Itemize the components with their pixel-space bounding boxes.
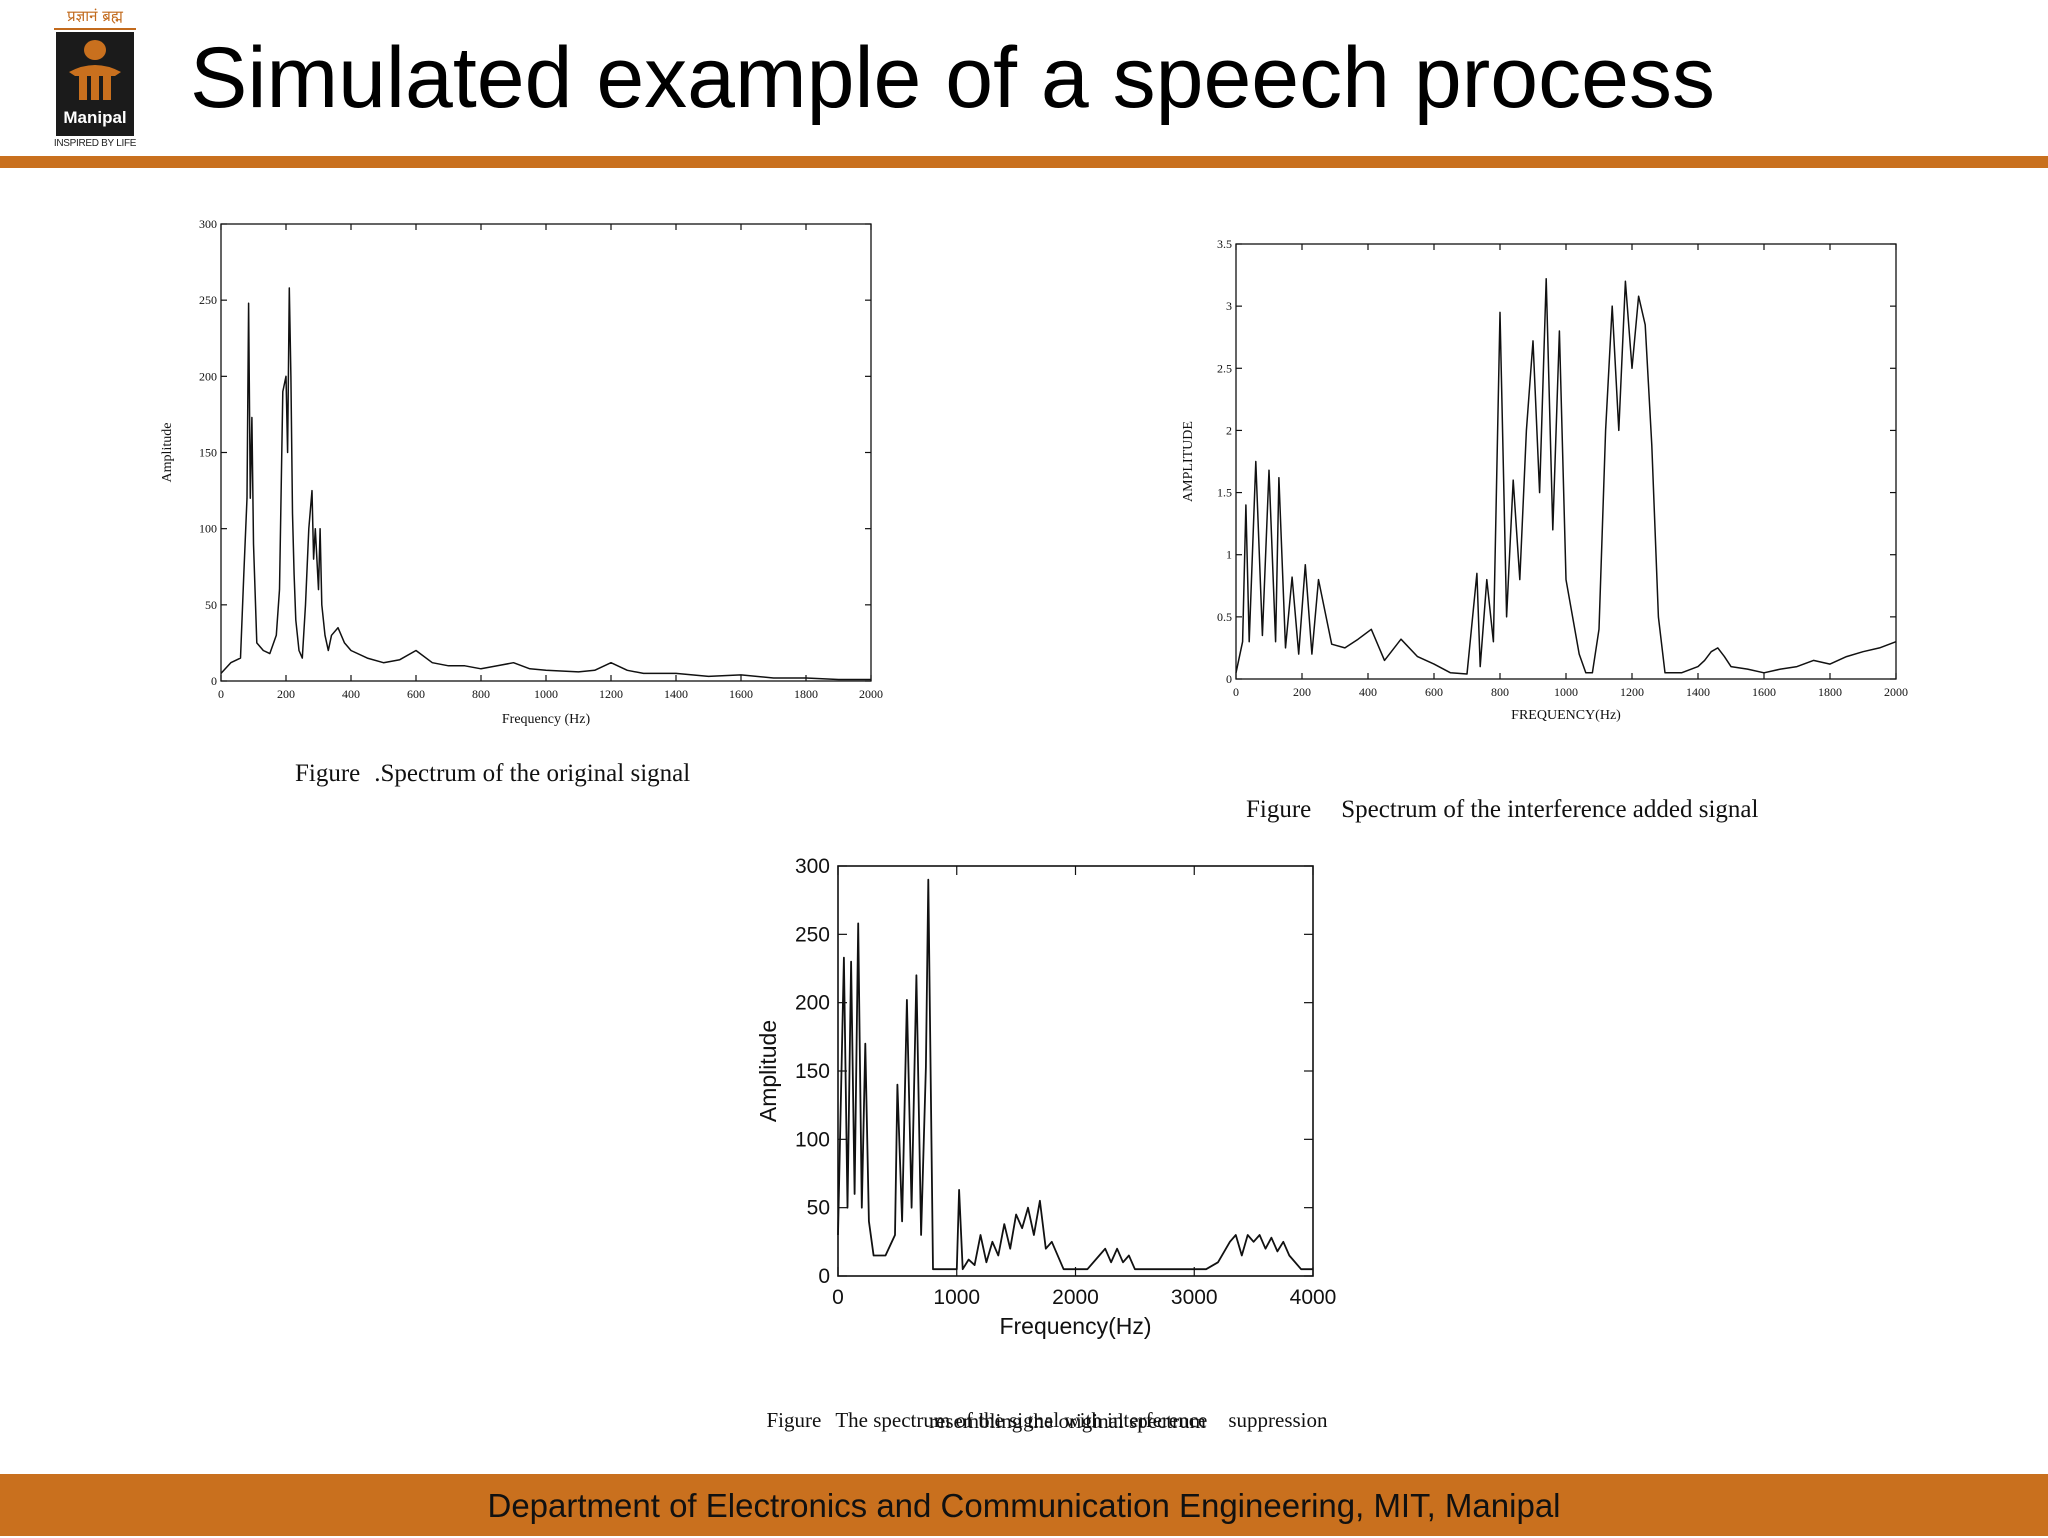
caption-suppressed-text: The spectrum of the signal with interfer… xyxy=(835,1408,1328,1432)
y-tick-label: 300 xyxy=(199,217,217,231)
x-tick-label: 0 xyxy=(832,1286,844,1309)
y-tick-label: 200 xyxy=(199,369,217,383)
x-axis-label: Frequency(Hz) xyxy=(999,1313,1151,1339)
x-tick-label: 600 xyxy=(1425,685,1443,699)
x-tick-label: 2000 xyxy=(1052,1286,1099,1309)
y-tick-label: 0 xyxy=(1226,672,1232,686)
x-tick-label: 1600 xyxy=(1752,685,1776,699)
spectrum-line xyxy=(837,878,1313,1271)
x-tick-label: 400 xyxy=(342,687,360,701)
y-tick-label: 50 xyxy=(205,598,217,612)
x-tick-label: 1800 xyxy=(794,687,818,701)
y-tick-label: 2 xyxy=(1226,423,1232,437)
plot-frame xyxy=(1235,243,1897,680)
y-tick-label: 200 xyxy=(795,992,830,1015)
x-tick-label: 200 xyxy=(277,687,295,701)
y-axis-label: Amplitude xyxy=(160,423,175,483)
x-tick-label: 1800 xyxy=(1818,685,1842,699)
x-tick-label: 1200 xyxy=(599,687,623,701)
original-spectrum-chart: 0 200 400 600 800 1000 1200 1400 1600 1800 2000 0 50… xyxy=(160,217,883,727)
y-tick-label: 300 xyxy=(795,855,830,878)
x-tick-label: 2000 xyxy=(859,687,883,701)
x-tick-label: 1000 xyxy=(534,687,558,701)
x-axis-label: FREQUENCY(Hz) xyxy=(1511,708,1621,723)
x-tick-label: 1600 xyxy=(729,687,753,701)
x-tick-label: 1000 xyxy=(933,1286,980,1309)
x-tick-label: 1400 xyxy=(1686,685,1710,699)
y-tick-label: 50 xyxy=(807,1197,830,1220)
caption-original-prefix: Figure xyxy=(295,760,361,787)
plot-frame xyxy=(220,223,872,682)
y-tick-label: 150 xyxy=(795,1060,830,1083)
x-tick-label: 200 xyxy=(1293,685,1311,699)
y-axis-label: AMPLITUDE xyxy=(1181,421,1196,502)
caption-interference-text: Spectrum of the interference added signa… xyxy=(1341,796,1759,823)
x-tick-label: 1200 xyxy=(1620,685,1644,699)
y-tick-label: 3.5 xyxy=(1217,237,1232,251)
slide-title: Simulated example of a speech process xyxy=(190,30,1715,126)
x-tick-label: 800 xyxy=(1491,685,1509,699)
y-tick-label: 1.5 xyxy=(1217,486,1232,500)
spectrum-line xyxy=(1235,278,1897,675)
x-tick-label: 1400 xyxy=(664,687,688,701)
caption-suppressed-line2: resembling the original spectrum xyxy=(929,1409,1207,1433)
footer-bar: Department of Electronics and Communicat… xyxy=(0,1474,2048,1536)
caption-interference-prefix: Figure xyxy=(1246,796,1312,823)
manipal-logo: प्रज्ञानं ब्रह्म Manipal INSPIRED BY LIF… xyxy=(52,4,138,149)
x-tick-label: 0 xyxy=(1233,685,1239,699)
emblem-icon xyxy=(69,40,121,100)
caption-original-text: .Spectrum of the original signal xyxy=(374,760,691,787)
spectrum-line xyxy=(220,287,871,681)
caption-original: Figure .Spectrum of the original signal xyxy=(295,760,690,788)
logo-script-text: प्रज्ञानं ब्रह्म xyxy=(54,6,136,30)
interference-spectrum-chart: 0 200 400 600 800 1000 1200 1400 1600 1800 2000 0 0.… xyxy=(1181,237,1908,723)
y-tick-label: 250 xyxy=(795,923,830,946)
logo-tagline: INSPIRED BY LIFE xyxy=(53,138,137,149)
y-tick-label: 100 xyxy=(795,1128,830,1151)
x-tick-label: 2000 xyxy=(1884,685,1908,699)
y-tick-label: 100 xyxy=(199,522,217,536)
x-tick-label: 4000 xyxy=(1290,1286,1337,1309)
caption-suppressed-prefix: Figure xyxy=(766,1408,822,1432)
caption-suppressed: Figure The spectrum of the signal with in… xyxy=(756,1383,1328,1433)
x-tick-label: 400 xyxy=(1359,685,1377,699)
y-tick-label: 0 xyxy=(211,674,217,688)
x-tick-label: 3000 xyxy=(1171,1286,1218,1309)
x-axis-label: Frequency (Hz) xyxy=(502,712,591,727)
y-axis-label: Amplitude xyxy=(755,1020,781,1122)
y-tick-label: 1 xyxy=(1226,548,1232,562)
x-tick-label: 1000 xyxy=(1554,685,1578,699)
y-tick-label: 0.5 xyxy=(1217,610,1232,624)
x-tick-label: 600 xyxy=(407,687,425,701)
x-tick-label: 0 xyxy=(218,687,224,701)
y-tick-label: 3 xyxy=(1226,299,1232,313)
logo-name: Manipal xyxy=(63,108,127,127)
x-tick-label: 800 xyxy=(472,687,490,701)
logo-emblem: Manipal xyxy=(56,32,134,136)
y-tick-label: 0 xyxy=(818,1265,830,1288)
footer-text: Department of Electronics and Communicat… xyxy=(487,1487,1561,1524)
header-divider xyxy=(0,156,2048,168)
caption-interference: Figure Spectrum of the interference added… xyxy=(1246,796,1758,824)
suppressed-spectrum-chart: 0 1000 2000 3000 4000 0 50 100 150 200 250 300 Frequ… xyxy=(755,855,1336,1339)
y-tick-label: 2.5 xyxy=(1217,361,1232,375)
y-tick-label: 250 xyxy=(199,293,217,307)
y-tick-label: 150 xyxy=(199,446,217,460)
